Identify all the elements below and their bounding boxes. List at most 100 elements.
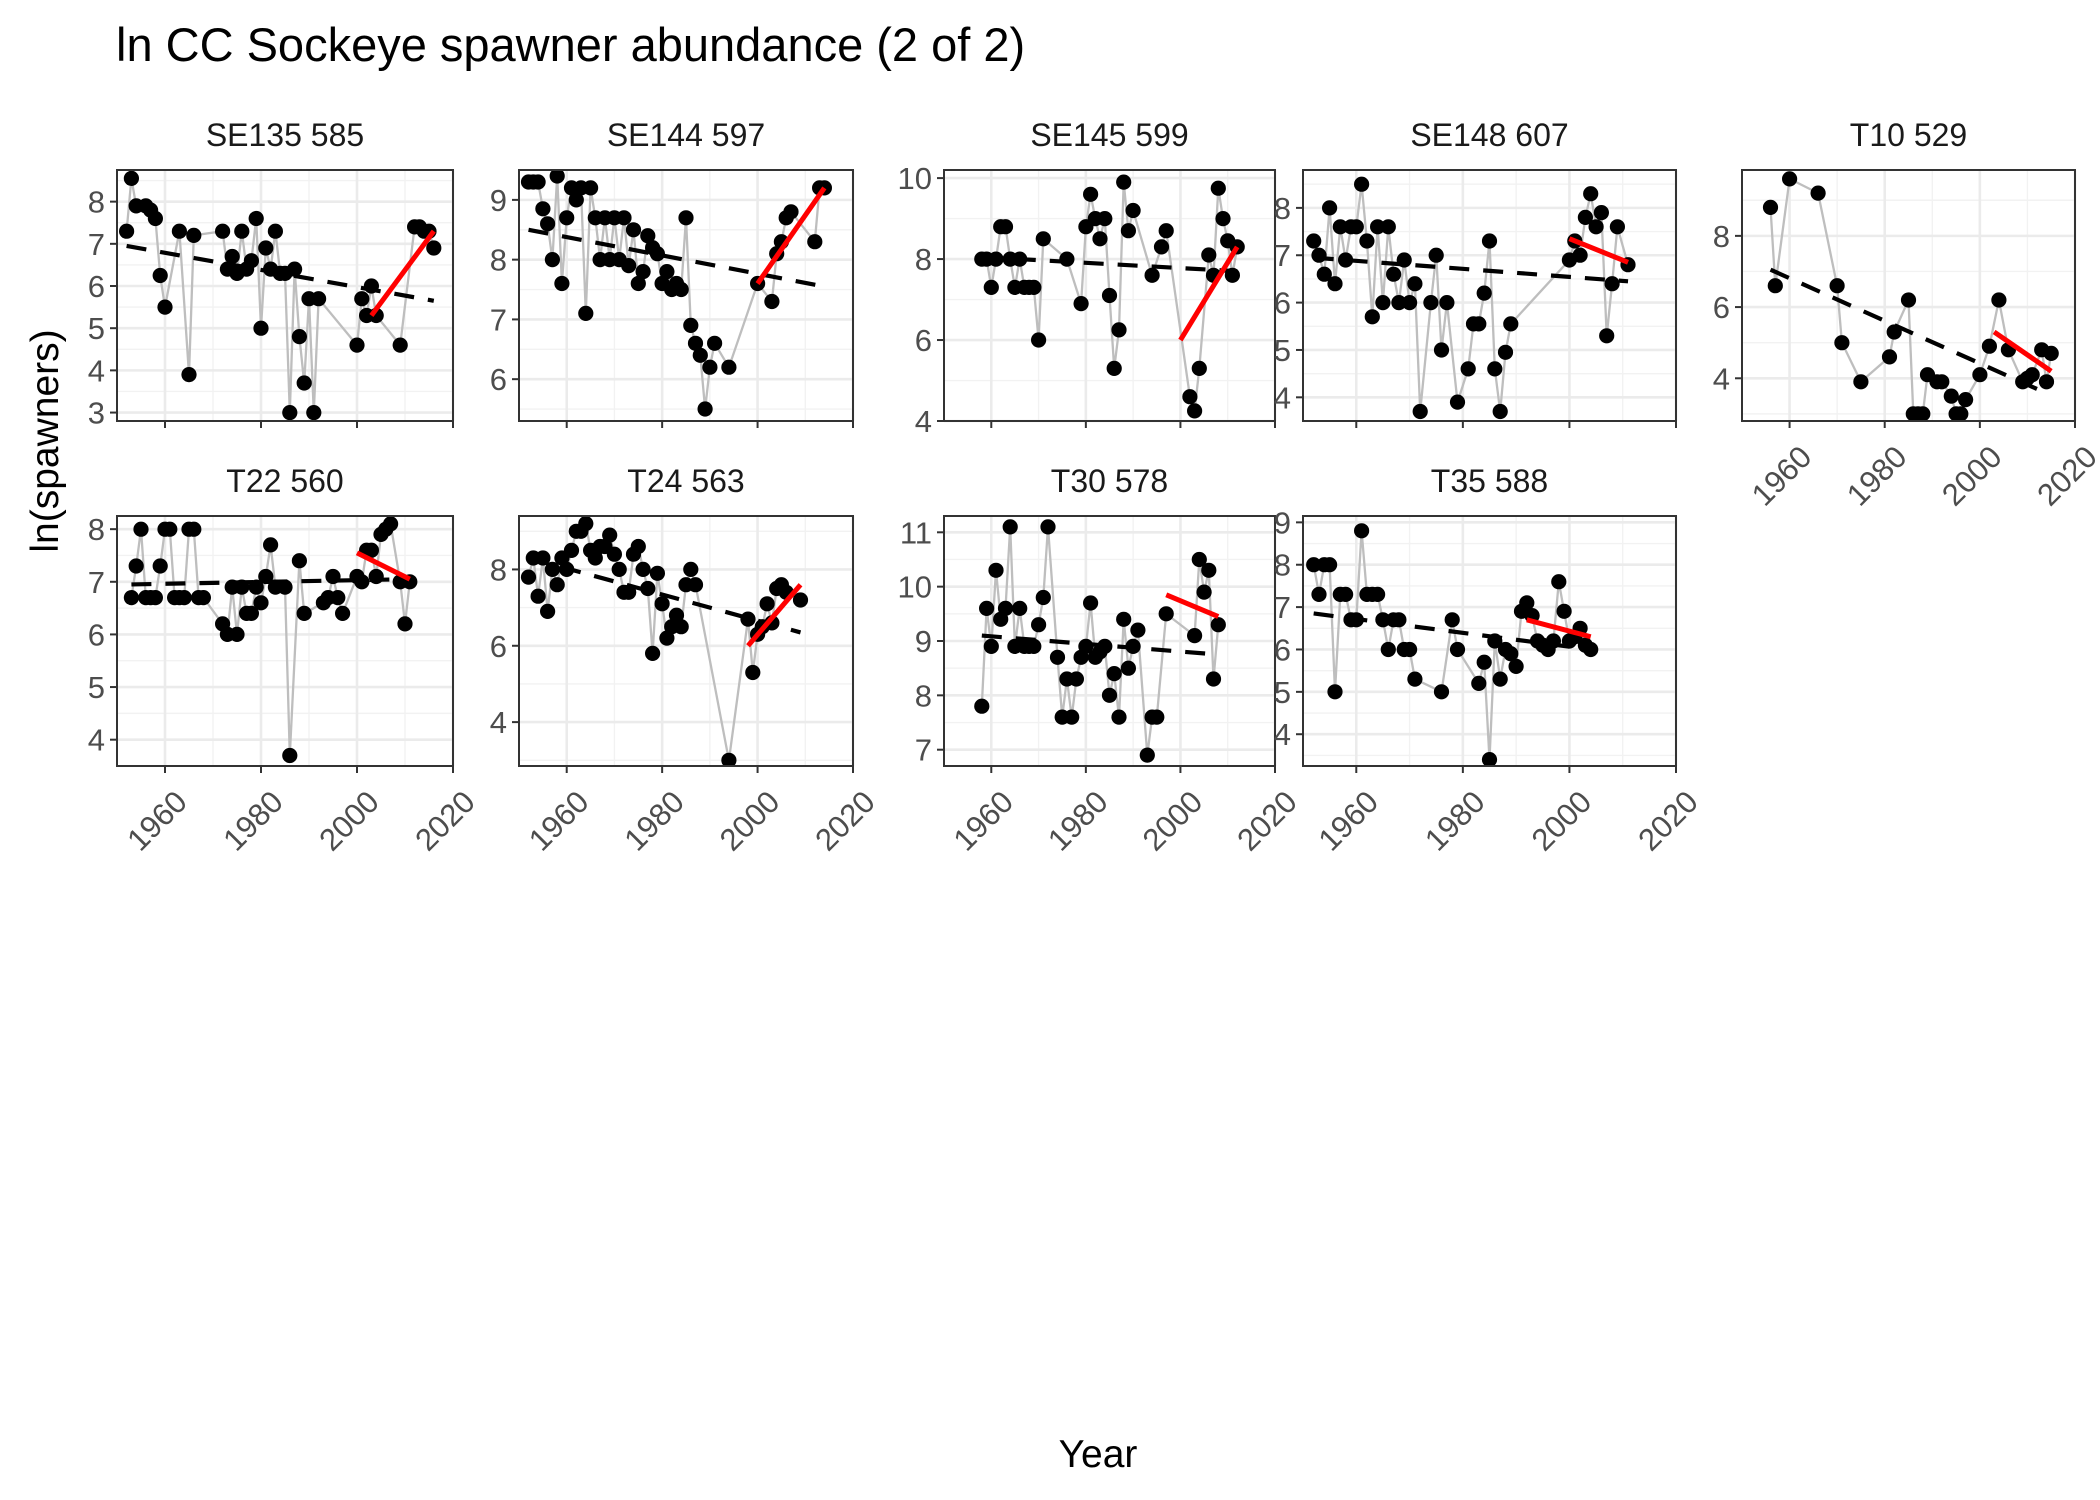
data-point (1111, 322, 1127, 338)
data-point (1497, 344, 1514, 360)
data-point (1116, 174, 1132, 190)
data-point (1092, 231, 1108, 247)
y-tick-label: 6 (490, 629, 507, 664)
data-point (1991, 292, 2007, 308)
data-point (1111, 709, 1127, 725)
data-point (1380, 641, 1396, 658)
data-point (578, 305, 594, 321)
data-point (1068, 671, 1084, 687)
data-point (621, 258, 637, 274)
data-point (1106, 360, 1122, 376)
data-point (1810, 185, 1826, 201)
data-point (123, 590, 139, 606)
recent-trend-line (1165, 592, 1220, 619)
data-point (1040, 519, 1056, 535)
panel-strip-title: T10 529 (1850, 117, 1967, 153)
panel-strip-title: T22 560 (226, 463, 343, 499)
data-point (1402, 641, 1418, 658)
panel-plot-area (520, 170, 833, 417)
data-point (1609, 219, 1625, 235)
y-tick-label: 8 (490, 552, 507, 587)
y-tick-label: 8 (490, 243, 507, 278)
data-point (1519, 595, 1535, 611)
y-tick-label: 6 (915, 323, 932, 358)
data-point (997, 219, 1014, 235)
y-tick-label: 9 (490, 183, 507, 218)
panel-plot-area (520, 516, 809, 766)
data-point (1191, 360, 1207, 376)
panel-plot-area (974, 519, 1226, 763)
data-point (721, 752, 737, 766)
data-point (1900, 292, 1917, 308)
panel-plot-area (1306, 176, 1636, 420)
data-point (1577, 209, 1593, 225)
data-point (1423, 295, 1439, 311)
data-point (1853, 374, 1869, 390)
y-tick-label: 6 (1274, 286, 1291, 321)
data-point (229, 626, 245, 643)
chart-title: ln CC Sockeye spawner abundance (2 of 2) (116, 18, 1025, 71)
panel-border (943, 169, 1276, 422)
panel-t10-529: T10 529 4 6 8 1960 1980 2000 2020 (1713, 117, 2100, 513)
data-point (1012, 600, 1028, 617)
data-point (1471, 316, 1487, 332)
data-point (1026, 279, 1042, 295)
y-tick-label: 6 (88, 617, 105, 652)
y-tick-label: 4 (88, 723, 105, 758)
data-point (1106, 666, 1122, 682)
data-point (2038, 374, 2055, 390)
data-point (630, 275, 646, 292)
data-point (1182, 389, 1198, 405)
panel-background (519, 516, 853, 766)
data-point (1322, 557, 1338, 573)
data-point (530, 174, 546, 190)
data-point (1934, 374, 1950, 390)
data-point (1158, 606, 1174, 622)
data-point (243, 605, 259, 622)
data-point (544, 252, 561, 268)
panel-border (518, 515, 854, 767)
data-point (147, 210, 163, 227)
data-point (1593, 205, 1609, 221)
y-tick-label: 6 (1274, 632, 1291, 667)
data-point (426, 240, 442, 256)
data-point (1101, 687, 1118, 703)
y-tick-label: 4 (1274, 380, 1291, 415)
data-point (554, 275, 570, 292)
y-axis-title: ln(spawners) (24, 329, 67, 552)
data-point (368, 568, 384, 585)
data-point (535, 550, 551, 566)
data-point (1375, 612, 1391, 628)
data-point (1064, 709, 1080, 725)
data-point (152, 558, 168, 574)
data-point (253, 320, 269, 336)
data-point (1316, 266, 1332, 282)
data-point (668, 607, 685, 623)
panel-strip-title: SE135 585 (206, 117, 364, 153)
data-point (563, 542, 580, 559)
data-point (1471, 675, 1487, 692)
recent-trend-line (1178, 245, 1240, 342)
x-tick-label: 2000 (713, 784, 787, 858)
data-point (1583, 186, 1599, 202)
panel-se148-607: SE148 607 4 5 6 7 8 (1274, 117, 1678, 428)
data-point (330, 590, 346, 606)
data-point (1556, 603, 1572, 619)
data-point (1449, 641, 1466, 658)
data-point (1972, 367, 1988, 383)
data-point (1449, 394, 1466, 410)
data-point (1460, 361, 1476, 377)
recent-trend-line (1526, 617, 1592, 640)
data-point (659, 630, 675, 646)
y-tick-label: 10 (898, 161, 932, 196)
panel-strip-title: T24 563 (627, 463, 744, 499)
data-point (363, 278, 379, 294)
panel-se135-585: SE135 585 3 4 5 6 7 8 (88, 117, 455, 431)
data-point (1881, 349, 1898, 365)
data-point (1481, 752, 1498, 766)
data-point (171, 223, 187, 239)
data-point (354, 291, 370, 307)
data-point (282, 405, 298, 421)
data-point (186, 521, 202, 537)
